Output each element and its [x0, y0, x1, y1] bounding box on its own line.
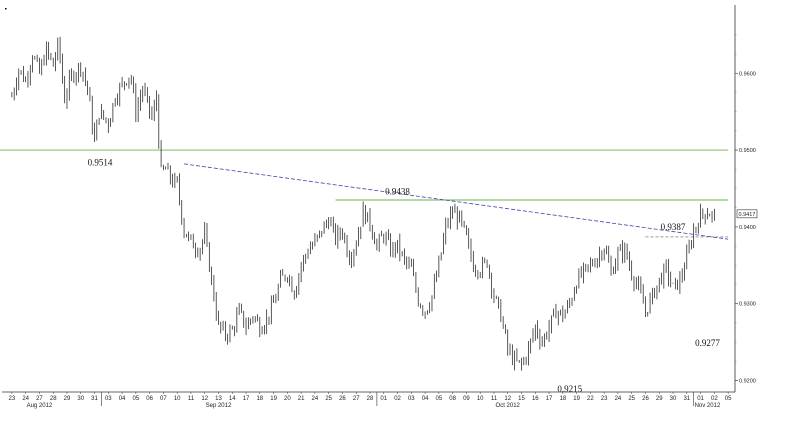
y-tick-label: 0.9300	[739, 302, 756, 308]
x-tick-label: 19	[573, 396, 580, 402]
x-tick-label: 02	[711, 396, 718, 402]
y-tick-label: 0.9400	[739, 225, 756, 231]
x-tick-label: 30	[670, 396, 677, 402]
x-tick-label: 16	[532, 396, 539, 402]
x-tick-label: 24	[615, 396, 622, 402]
month-label: Nov 2012	[695, 403, 721, 409]
level-annotation: 0.9438	[385, 187, 410, 197]
x-tick-label: 06	[146, 396, 153, 402]
y-tick-label: 0.9600	[739, 71, 756, 77]
x-tick-label: 27	[36, 396, 43, 402]
x-tick-label: 11	[491, 396, 498, 402]
x-tick-label: 05	[133, 396, 140, 402]
x-tick-label: 26	[339, 396, 346, 402]
x-tick-label: 11	[188, 396, 195, 402]
current-price-box	[736, 209, 758, 219]
x-tick-label: 09	[463, 396, 470, 402]
current-price-label: 0.9417	[739, 212, 756, 218]
x-tick-label: 25	[325, 396, 332, 402]
x-tick-label: 28	[367, 396, 374, 402]
x-tick-label: 28	[50, 396, 57, 402]
y-axis: 0.9600 0.9500 0.9400 0.9300 0.9200 0.9417	[734, 5, 758, 392]
x-tick-label: 24	[22, 396, 29, 402]
x-tick-label: 08	[449, 396, 456, 402]
x-tick-label: 19	[270, 396, 277, 402]
x-tick-label: 31	[91, 396, 98, 402]
x-tick-label: 05	[725, 396, 732, 402]
level-annotation: 0.9514	[88, 157, 113, 167]
x-tick-label: 10	[477, 396, 484, 402]
x-tick-label: 23	[601, 396, 608, 402]
level-annotation: 0.9215	[557, 384, 582, 394]
x-tick-label: 27	[353, 396, 360, 402]
annotations: 0.9514 0.9438 0.9387 0.9215 0.9277	[88, 157, 721, 394]
x-tick-label: 12	[504, 396, 511, 402]
x-tick-label: 01	[697, 396, 704, 402]
x-tick-label: 13	[215, 396, 222, 402]
corner-mark	[5, 8, 7, 10]
x-tick-label: 14	[229, 396, 236, 402]
x-tick-label: 03	[105, 396, 112, 402]
x-tick-label: 18	[559, 396, 566, 402]
month-label: Oct 2012	[496, 403, 521, 409]
y-tick-label: 0.9200	[739, 378, 756, 384]
x-tick-label: 25	[628, 396, 635, 402]
x-tick-label: 04	[422, 396, 429, 402]
x-tick-label: 21	[298, 396, 305, 402]
x-tick-label: 10	[174, 396, 181, 402]
price-bars	[11, 36, 715, 371]
x-tick-label: 02	[394, 396, 401, 402]
x-tick-label: 29	[64, 396, 71, 402]
x-tick-label: 17	[546, 396, 553, 402]
x-tick-label: 29	[656, 396, 663, 402]
x-tick-label: 26	[642, 396, 649, 402]
x-tick-label: 04	[119, 396, 126, 402]
x-tick-label: 15	[518, 396, 525, 402]
x-tick-label: 17	[243, 396, 250, 402]
x-tick-label: 31	[683, 396, 690, 402]
x-tick-label: 30	[77, 396, 84, 402]
y-tick-label: 0.9500	[739, 148, 756, 154]
level-annotation: 0.9387	[661, 222, 686, 232]
trendline	[184, 163, 729, 240]
horizontal-levels	[0, 149, 729, 238]
x-tick-label: 07	[160, 396, 167, 402]
x-tick-label: 18	[256, 396, 263, 402]
x-tick-label: 12	[201, 396, 208, 402]
trendline-layer	[184, 163, 729, 240]
x-axis: 23 24 27 28 29 30 31 03 04 05 06 07 10 11 12 13 14 17 18 19…	[2, 391, 735, 409]
x-tick-label: 05	[436, 396, 443, 402]
month-label: Sep 2012	[206, 403, 232, 409]
x-tick-label: 22	[587, 396, 594, 402]
x-tick-label: 20	[284, 396, 291, 402]
x-tick-label: 01	[380, 396, 387, 402]
x-tick-label: 23	[9, 396, 16, 402]
x-tick-label: 24	[312, 396, 319, 402]
level-annotation: 0.9277	[695, 338, 720, 348]
month-label: Aug 2012	[27, 403, 53, 409]
x-tick-label: 03	[408, 396, 415, 402]
